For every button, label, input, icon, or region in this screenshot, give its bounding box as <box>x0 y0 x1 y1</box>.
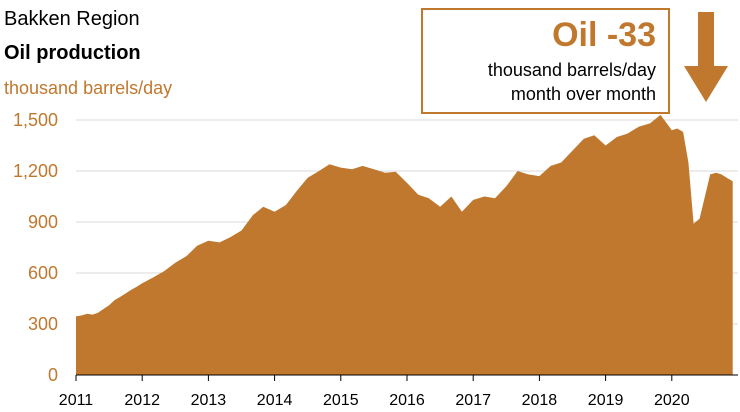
x-tick-label: 2020 <box>654 392 690 409</box>
change-callout-box: Oil -33 thousand barrels/day month over … <box>421 8 670 114</box>
x-tick-label: 2012 <box>124 392 160 409</box>
unit-label: thousand barrels/day <box>4 78 173 98</box>
down-arrow-icon <box>684 12 728 102</box>
y-tick-label: 600 <box>28 263 58 283</box>
x-tick-label: 2014 <box>257 392 293 409</box>
y-tick-label: 0 <box>48 365 58 385</box>
chart-title: Oil production <box>4 42 141 64</box>
callout-period: month over month <box>510 84 656 104</box>
callout-unit: thousand barrels/day <box>487 60 656 80</box>
x-tick-label: 2011 <box>59 392 94 409</box>
y-tick-label: 1,500 <box>13 110 58 130</box>
y-tick-label: 900 <box>28 212 58 232</box>
callout-value: Oil -33 <box>552 16 656 54</box>
x-tick-label: 2015 <box>323 392 359 409</box>
region-label: Bakken Region <box>4 8 140 30</box>
y-tick-label: 1,200 <box>13 161 58 181</box>
x-tick-label: 2016 <box>389 392 425 409</box>
x-tick-label: 2017 <box>455 392 491 409</box>
oil-production-area <box>76 114 733 376</box>
x-tick-label: 2019 <box>588 392 624 409</box>
x-tick-label: 2018 <box>522 392 558 409</box>
x-tick-label: 2013 <box>191 392 227 409</box>
y-tick-label: 300 <box>28 314 58 334</box>
